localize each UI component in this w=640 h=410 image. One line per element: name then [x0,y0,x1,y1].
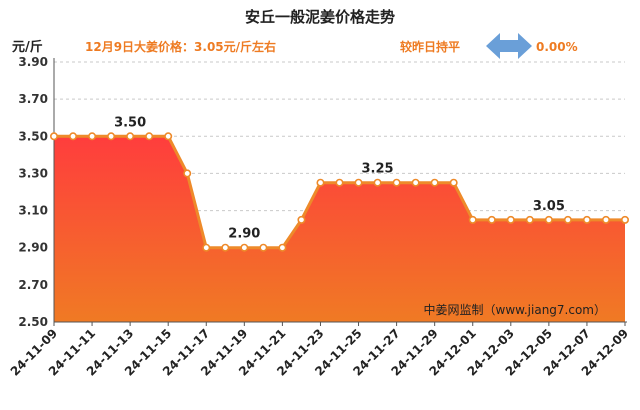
data-point [449,178,458,187]
data-points [49,132,629,252]
data-label: 3.05 [533,199,565,214]
data-point [620,215,629,224]
data-point [164,132,173,141]
data-point [582,215,591,224]
data-point [107,132,116,141]
data-point [316,178,325,187]
data-point [240,243,249,252]
data-point [487,215,496,224]
data-point [468,215,477,224]
data-point [563,215,572,224]
y-tick-label: 3.50 [18,129,48,143]
data-point [525,215,534,224]
y-tick-label: 3.30 [18,166,48,180]
data-point [88,132,97,141]
data-point [335,178,344,187]
data-point [221,243,230,252]
data-point [544,215,553,224]
y-tick-label: 2.90 [18,241,48,255]
area-series [54,134,625,322]
y-tick-label: 2.50 [18,315,48,329]
axes [53,58,627,323]
compare-label: 较昨日持平 [400,39,460,54]
y-axis-unit-label: 元/斤 [12,39,43,55]
data-point [183,169,192,178]
x-axis-ticks: 24-11-0924-11-1124-11-1324-11-1524-11-17… [8,322,631,379]
y-tick-label: 2.70 [18,278,48,292]
data-point [145,132,154,141]
y-tick-label: 3.90 [18,55,48,69]
change-percent: 0.00% [536,40,578,54]
y-axis-ticks: 2.50 2.70 2.90 3.10 3.30 3.50 3.70 3.90 [18,55,48,329]
area-fill [54,136,625,322]
chart-title: 安丘一般泥姜价格走势 [245,8,395,26]
left-right-arrow-icon [486,33,532,59]
data-point [126,132,135,141]
data-point [601,215,610,224]
y-tick-label: 3.70 [18,92,48,106]
data-point [259,243,268,252]
data-point [278,243,287,252]
price-note: 12月9日大姜价格：3.05元/斤左右 [85,39,276,54]
data-point [354,178,363,187]
data-labels: 3.50 2.90 3.25 3.05 [114,115,565,241]
data-point [411,178,420,187]
data-point [69,132,78,141]
data-point [49,132,58,141]
data-point [430,178,439,187]
data-point [506,215,515,224]
data-label: 3.50 [114,115,146,130]
watermark-credit: 中姜网监制（www.jiang7.com） [424,302,606,317]
data-label: 3.25 [362,162,394,177]
data-point [392,178,401,187]
data-label: 2.90 [228,227,260,242]
y-tick-label: 3.10 [18,204,48,218]
data-point [202,243,211,252]
data-point [297,215,306,224]
data-point [373,178,382,187]
